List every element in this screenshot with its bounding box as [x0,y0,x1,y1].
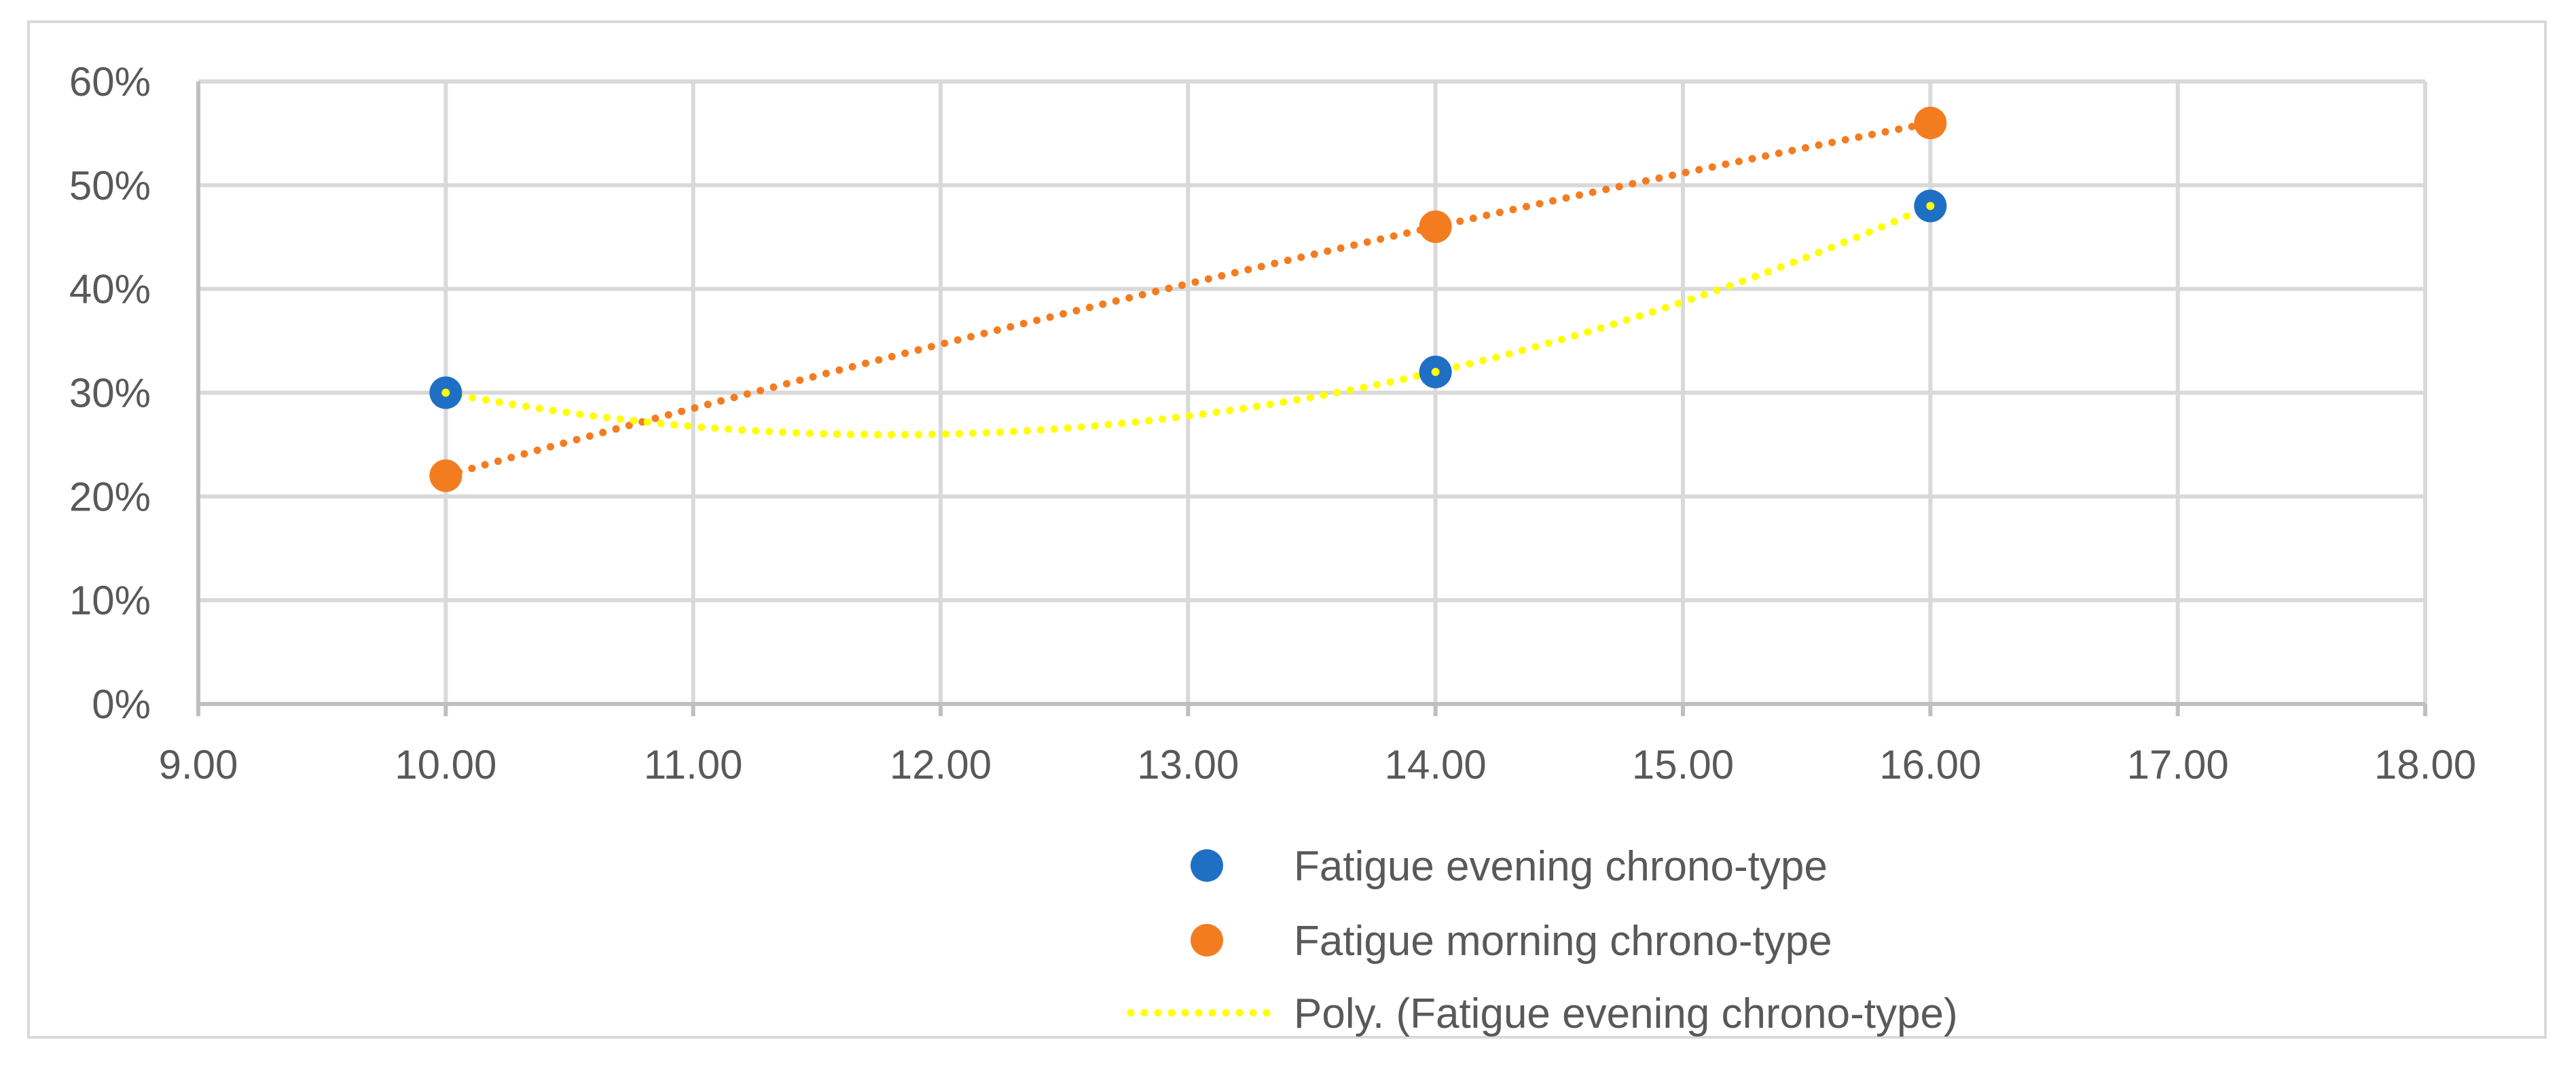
legend-label-morning: Fatigue morning chrono-type [1294,918,1832,965]
x-tick-label: 18.00 [2374,742,2476,787]
grid [198,79,2427,704]
x-tick-label: 9.00 [159,742,238,787]
y-tick-label: 40% [69,267,151,312]
morning-point [1914,107,1947,140]
trendlines [441,119,1934,480]
legend-label-evening: Fatigue evening chrono-type [1294,843,1828,890]
y-tick-label: 0% [92,682,151,727]
y-tick-label: 60% [69,59,151,105]
evening-trend-dot [1431,367,1440,376]
y-tick-label: 50% [69,163,151,208]
x-tick-label: 16.00 [1879,742,1981,787]
evening-poly-trendline [441,202,1934,439]
x-tick-label: 10.00 [395,742,496,787]
morning-point [429,459,462,492]
y-tick-label: 10% [69,578,151,623]
x-tick-label: 13.00 [1137,742,1239,787]
legend: Fatigue evening chrono-type Fatigue morni… [1127,843,1958,1037]
data-points [429,107,1947,492]
evening-trend-dot [441,388,450,397]
axes [196,81,2427,716]
evening-trend-dot [1926,202,1935,210]
x-tick-label: 17.00 [2127,742,2229,787]
legend-label-trendline: Poly. (Fatigue evening chrono-type) [1294,990,1958,1037]
y-tick-label: 20% [69,474,151,519]
x-tick-label: 11.00 [644,742,743,787]
x-tick-label: 15.00 [1632,742,1734,787]
tick-labels: 9.00 10.00 11.00 12.00 13.00 14.00 15.00 16.00 1… [69,59,2476,787]
legend-marker-evening [1191,849,1223,882]
legend-marker-morning [1191,924,1223,956]
morning-dotted-line [441,119,1934,480]
x-tick-label: 14.00 [1385,742,1487,787]
x-tick-label: 12.00 [890,742,992,787]
y-tick-label: 30% [69,371,151,416]
morning-point [1419,210,1452,243]
